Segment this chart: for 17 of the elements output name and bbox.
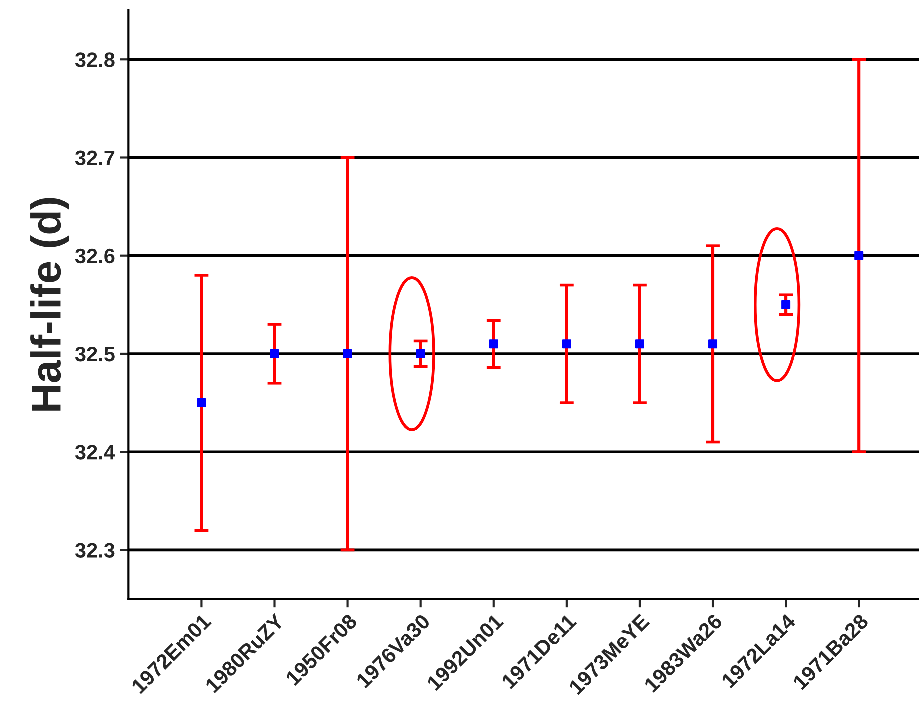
point xyxy=(489,340,498,349)
point xyxy=(416,349,426,358)
y-tick-label: 32.4 xyxy=(75,445,116,460)
point xyxy=(343,349,352,358)
point xyxy=(562,340,572,349)
y-tick-label: 32.6 xyxy=(75,248,115,264)
y-tick-label: 32.3 xyxy=(75,543,115,558)
point xyxy=(270,349,280,358)
y-tick-label: 32.5 xyxy=(75,346,115,362)
y-tick-label: 32.7 xyxy=(75,150,115,166)
point xyxy=(635,340,644,349)
point xyxy=(708,340,718,349)
y-axis-title: Half-life (d) xyxy=(30,198,70,411)
y-tick-label: 32.8 xyxy=(75,52,115,68)
point xyxy=(197,398,206,408)
point xyxy=(854,251,864,260)
point xyxy=(782,300,791,310)
